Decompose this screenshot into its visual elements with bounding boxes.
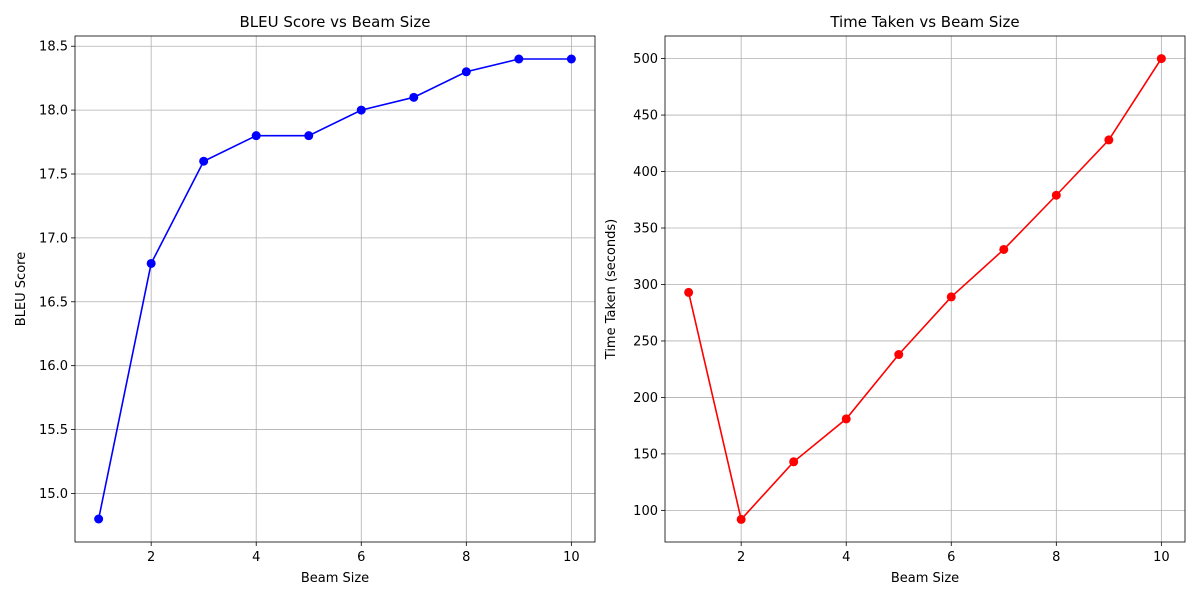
bleu-data-point [514,54,524,64]
time-chart-title: Time Taken vs Beam Size [829,13,1019,31]
bleu-x-tick-label: 10 [563,550,580,565]
bleu-y-tick-label: 15.5 [39,423,68,438]
time-data-point [841,414,851,424]
bleu-data-point [199,156,209,166]
time-x-tick-label: 8 [1052,550,1060,565]
bleu-data-point [356,105,366,115]
bleu-x-tick-label: 8 [462,550,470,565]
bleu-data-point [251,131,261,141]
bleu-data-point [146,258,156,268]
bleu-y-tick-label: 18.0 [39,104,68,119]
time-data-point [789,457,799,467]
bleu-y-axis-label: BLEU Score [14,252,29,326]
bleu-y-tick-label: 17.5 [39,168,68,183]
bleu-y-tick-label: 15.0 [39,487,68,502]
time-data-point [684,287,694,297]
bleu-chart-title: BLEU Score vs Beam Size [240,13,431,31]
time-x-tick-label: 4 [842,550,850,565]
time-y-tick-label: 500 [633,52,658,67]
time-data-point [736,514,746,524]
time-y-tick-label: 150 [633,447,658,462]
bleu-data-point [566,54,576,64]
time-y-tick-label: 300 [633,278,658,293]
bleu-chart: 2 4 6 8 10 15.0 15.5 16.0 16.5 17.0 17.5 18.0 18.5 BL… [14,13,596,586]
time-y-axis-label: Time Taken (seconds) [604,219,619,360]
time-x-tick-label: 2 [737,550,745,565]
time-data-point [1104,135,1114,145]
time-y-tick-label: 200 [633,391,658,406]
time-x-tick-label: 10 [1153,550,1170,565]
bleu-y-tick-label: 17.0 [39,231,68,246]
time-plot-frame [664,35,1186,543]
time-data-point [946,292,956,302]
bleu-x-tick-label: 4 [252,550,260,565]
bleu-data-point [461,67,471,77]
bleu-y-tick-label: 16.5 [39,295,68,310]
time-series-line [687,58,1163,522]
bleu-series-line [97,58,572,520]
bleu-x-axis-label: Beam Size [301,571,369,586]
bleu-x-tick-label: 6 [357,550,365,565]
bleu-data-point [409,92,419,102]
time-y-tick-label: 250 [633,334,658,349]
bleu-y-tick-label: 18.5 [39,40,68,55]
bleu-x-tick-label: 2 [147,550,155,565]
time-x-axis-label: Beam Size [891,571,959,586]
time-y-tick-label: 400 [633,165,658,180]
time-data-point [1051,190,1061,200]
time-y-tick-label: 100 [633,504,658,519]
time-data-point [894,350,904,360]
bleu-data-point [94,514,104,524]
time-data-point [1156,54,1166,64]
time-x-tick-label: 6 [947,550,955,565]
time-data-point [999,244,1009,254]
bleu-plot-frame [74,35,596,543]
time-y-tick-label: 450 [633,109,658,124]
bleu-y-tick-label: 16.0 [39,359,68,374]
bleu-data-point [304,131,314,141]
time-chart: 2 4 6 8 10 100 150 200 250 300 350 400 450 500 Time Ta… [604,13,1186,586]
time-y-tick-label: 350 [633,222,658,237]
